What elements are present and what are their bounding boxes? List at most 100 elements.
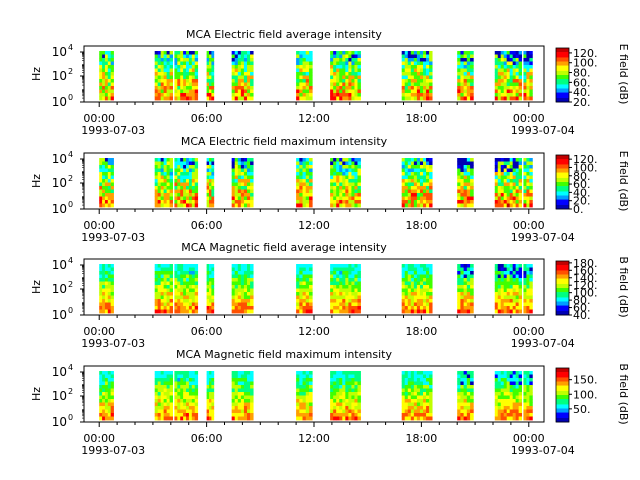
spectrogram-cell bbox=[500, 203, 505, 208]
spectrogram-cell bbox=[250, 302, 254, 307]
spectrogram-cell bbox=[466, 172, 471, 176]
spectrogram-cell bbox=[423, 271, 427, 275]
spectrogram-cell bbox=[102, 374, 106, 379]
spectrogram-cell bbox=[506, 295, 511, 300]
spectrogram-cell bbox=[102, 82, 106, 87]
spectrogram-cell bbox=[208, 65, 212, 69]
spectrogram-cell bbox=[410, 385, 415, 389]
spectrogram-cell bbox=[463, 175, 468, 180]
spectrogram-cell bbox=[163, 371, 168, 375]
spectrogram-cell bbox=[518, 186, 523, 190]
spectrogram-cell bbox=[506, 278, 511, 282]
spectrogram-cell bbox=[191, 189, 196, 194]
spectrogram-cell bbox=[211, 392, 215, 396]
spectrogram-cell bbox=[426, 306, 430, 310]
spectrogram-cell bbox=[351, 299, 355, 303]
spectrogram-cell bbox=[183, 413, 187, 417]
spectrogram-cell bbox=[104, 200, 109, 204]
spectrogram-cell bbox=[515, 374, 520, 379]
colorbar-swatch bbox=[556, 415, 569, 417]
spectrogram-cell bbox=[357, 374, 361, 379]
spectrogram-cell bbox=[457, 413, 461, 417]
spectrogram-cell bbox=[243, 58, 248, 62]
spectrogram-cell bbox=[99, 371, 103, 375]
spectrogram-cell bbox=[342, 179, 346, 183]
spectrogram-cell bbox=[509, 79, 514, 83]
spectrogram-cell bbox=[206, 172, 210, 176]
spectrogram-cell bbox=[470, 281, 474, 286]
spectrogram-cell bbox=[333, 96, 337, 101]
spectrogram-cell bbox=[157, 409, 162, 414]
spectrogram-cell bbox=[518, 395, 523, 400]
spectrogram-cell bbox=[515, 196, 520, 201]
axes-frame bbox=[83, 258, 545, 316]
spectrogram-cell bbox=[183, 381, 187, 386]
spectrogram-cell bbox=[243, 281, 248, 286]
spectrogram-cell bbox=[351, 68, 355, 73]
spectrogram-cell bbox=[429, 306, 433, 310]
spectrogram-cell bbox=[177, 86, 181, 90]
spectrogram-cell bbox=[206, 299, 210, 303]
spectrogram-cell bbox=[154, 271, 159, 275]
spectrogram-cell bbox=[174, 168, 178, 173]
spectrogram-cell bbox=[208, 388, 212, 393]
spectrogram-cell bbox=[234, 54, 239, 59]
spectrogram-cell bbox=[401, 193, 406, 197]
colorbar-frame bbox=[555, 47, 570, 103]
spectrogram-cell bbox=[305, 193, 310, 197]
colorbar-swatch bbox=[556, 203, 569, 206]
spectrogram-cell bbox=[333, 186, 337, 190]
spectrogram-cell bbox=[208, 75, 212, 80]
spectrogram-cell bbox=[174, 274, 178, 279]
colorbar: 0.20.40.60.80.100.120. E field (dB) bbox=[555, 151, 630, 216]
spectrogram-cell bbox=[333, 203, 337, 208]
spectrogram-cell bbox=[457, 75, 461, 80]
spectrogram-cell bbox=[423, 179, 427, 183]
spectrogram-cell bbox=[208, 271, 212, 275]
spectrogram-cell bbox=[177, 409, 181, 414]
colorbar-swatch bbox=[556, 378, 569, 381]
spectrogram-cell bbox=[429, 399, 433, 403]
spectrogram-cell bbox=[404, 54, 409, 59]
spectrogram-cell bbox=[243, 306, 248, 310]
spectrogram-cell bbox=[463, 278, 468, 282]
spectrogram-cell bbox=[339, 381, 343, 386]
spectrogram-cell bbox=[345, 371, 349, 375]
spectrogram-cell bbox=[243, 54, 248, 59]
spectrogram-cell bbox=[208, 61, 212, 66]
spectrogram-cell bbox=[174, 61, 178, 66]
spectrogram-cell bbox=[348, 288, 352, 293]
spectrogram-cell bbox=[250, 189, 254, 194]
spectrogram-cell bbox=[302, 288, 307, 293]
spectrogram-cell bbox=[497, 175, 502, 180]
spectrogram-cell bbox=[237, 402, 242, 407]
spectrogram-cell bbox=[457, 89, 461, 94]
spectrogram-cell bbox=[102, 274, 106, 279]
spectrogram-cell bbox=[299, 58, 303, 62]
spectrogram-cell bbox=[104, 203, 109, 208]
spectrogram-cell bbox=[348, 406, 352, 410]
spectrogram-cell bbox=[188, 54, 193, 59]
colorbar-tick-label: 150. bbox=[573, 374, 598, 387]
spectrogram-cell bbox=[529, 86, 533, 90]
spectrogram-cell bbox=[523, 306, 527, 310]
spectrogram-cell bbox=[457, 392, 461, 396]
spectrogram-cell bbox=[333, 416, 337, 421]
spectrogram-cell bbox=[166, 79, 171, 83]
spectrogram-cell bbox=[494, 68, 499, 73]
spectrogram-cell bbox=[296, 158, 300, 162]
spectrogram-cell bbox=[104, 392, 109, 396]
spectrogram-cell bbox=[186, 196, 190, 201]
spectrogram-cell bbox=[154, 302, 159, 307]
spectrogram-cell bbox=[470, 402, 474, 407]
spectrogram-cell bbox=[102, 378, 106, 382]
spectrogram-cell bbox=[333, 385, 337, 389]
spectrogram-cell bbox=[416, 371, 421, 375]
spectrogram-cell bbox=[247, 267, 251, 272]
spectrogram-cell bbox=[518, 161, 523, 166]
spectrogram-cell bbox=[506, 72, 511, 76]
spectrogram-cell bbox=[515, 285, 520, 289]
spectrogram-cell bbox=[186, 86, 190, 90]
spectrogram-cell bbox=[523, 416, 527, 421]
